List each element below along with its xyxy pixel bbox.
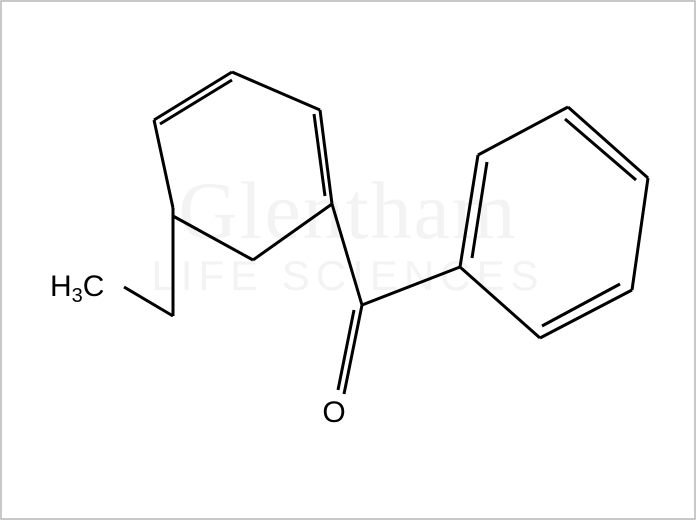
bond	[154, 120, 173, 208]
bond	[568, 107, 648, 178]
bond	[542, 284, 620, 326]
bond	[232, 72, 320, 110]
bond	[160, 80, 232, 124]
watermark-brand: Glentham	[178, 165, 517, 256]
bond	[478, 107, 568, 155]
methyl-label: H3C	[50, 270, 104, 307]
bond	[154, 72, 232, 120]
carbonyl-oxygen-label: O	[322, 396, 345, 429]
structure-frame: Glentham LIFE SCIENCES H3C O	[0, 0, 696, 520]
bond	[540, 290, 632, 338]
bond	[632, 178, 648, 290]
molecule-diagram: Glentham LIFE SCIENCES H3C O	[0, 0, 696, 520]
bond	[565, 119, 636, 180]
